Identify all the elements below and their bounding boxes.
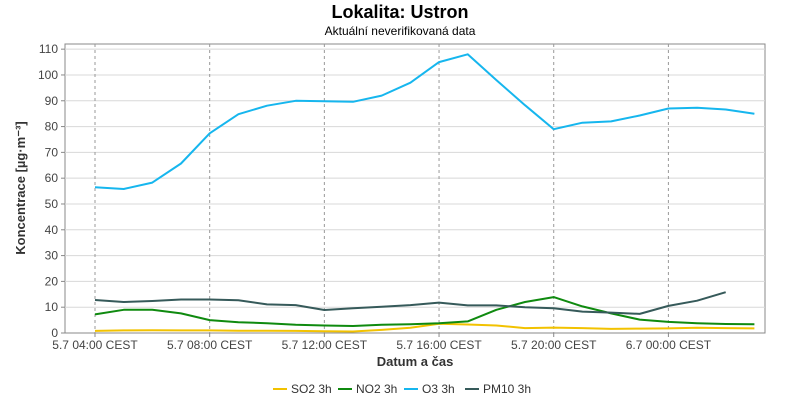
x-tick-label: 5.7 20:00 CEST [511, 338, 597, 352]
y-tick-label: 100 [38, 68, 58, 82]
y-tick-label: 90 [45, 94, 59, 108]
series-line-pm10 [94, 291, 726, 315]
plot-area [64, 43, 766, 334]
x-tick-label: 5.7 12:00 CEST [282, 338, 368, 352]
y-tick-label: 0 [51, 326, 58, 340]
y-tick-label: 60 [45, 171, 59, 185]
legend-label-o3: O3 3h [422, 382, 455, 396]
legend: SO2 3h NO2 3h O3 3h PM10 3h [273, 382, 531, 396]
grid [65, 44, 765, 333]
y-tick-label: 10 [45, 300, 59, 314]
y-tick-label: 40 [45, 223, 59, 237]
x-axis-ticks: 5.7 04:00 CEST 5.7 08:00 CEST 5.7 12:00 CE… [52, 333, 712, 352]
legend-label-pm10: PM10 3h [483, 382, 531, 396]
series-line-no2 [94, 296, 755, 327]
x-tick-label: 5.7 04:00 CEST [52, 338, 138, 352]
chart-title: Lokalita: Ustron [331, 2, 468, 22]
y-tick-label: 50 [45, 197, 59, 211]
series-lines [94, 53, 755, 333]
y-tick-label: 110 [39, 42, 58, 56]
x-tick-label: 5.7 16:00 CEST [396, 338, 482, 352]
y-tick-label: 70 [45, 145, 59, 159]
y-tick-label: 80 [45, 120, 59, 134]
chart-subtitle: Aktuální neverifikovaná data [325, 24, 476, 38]
legend-label-so2: SO2 3h [291, 382, 332, 396]
y-axis-title: Koncentrace [µg·m⁻³] [13, 121, 28, 255]
y-tick-label: 30 [45, 249, 59, 263]
x-axis-title: Datum a čas [377, 354, 454, 369]
series-line-o3 [94, 53, 755, 190]
x-tick-label: 5.7 08:00 CEST [167, 338, 253, 352]
y-axis-ticks: 0 10 20 30 40 50 60 70 80 90 100 110 [38, 42, 65, 340]
series-line-so2 [94, 322, 755, 333]
y-tick-label: 20 [45, 274, 59, 288]
legend-label-no2: NO2 3h [356, 382, 397, 396]
x-tick-label: 6.7 00:00 CEST [626, 338, 712, 352]
